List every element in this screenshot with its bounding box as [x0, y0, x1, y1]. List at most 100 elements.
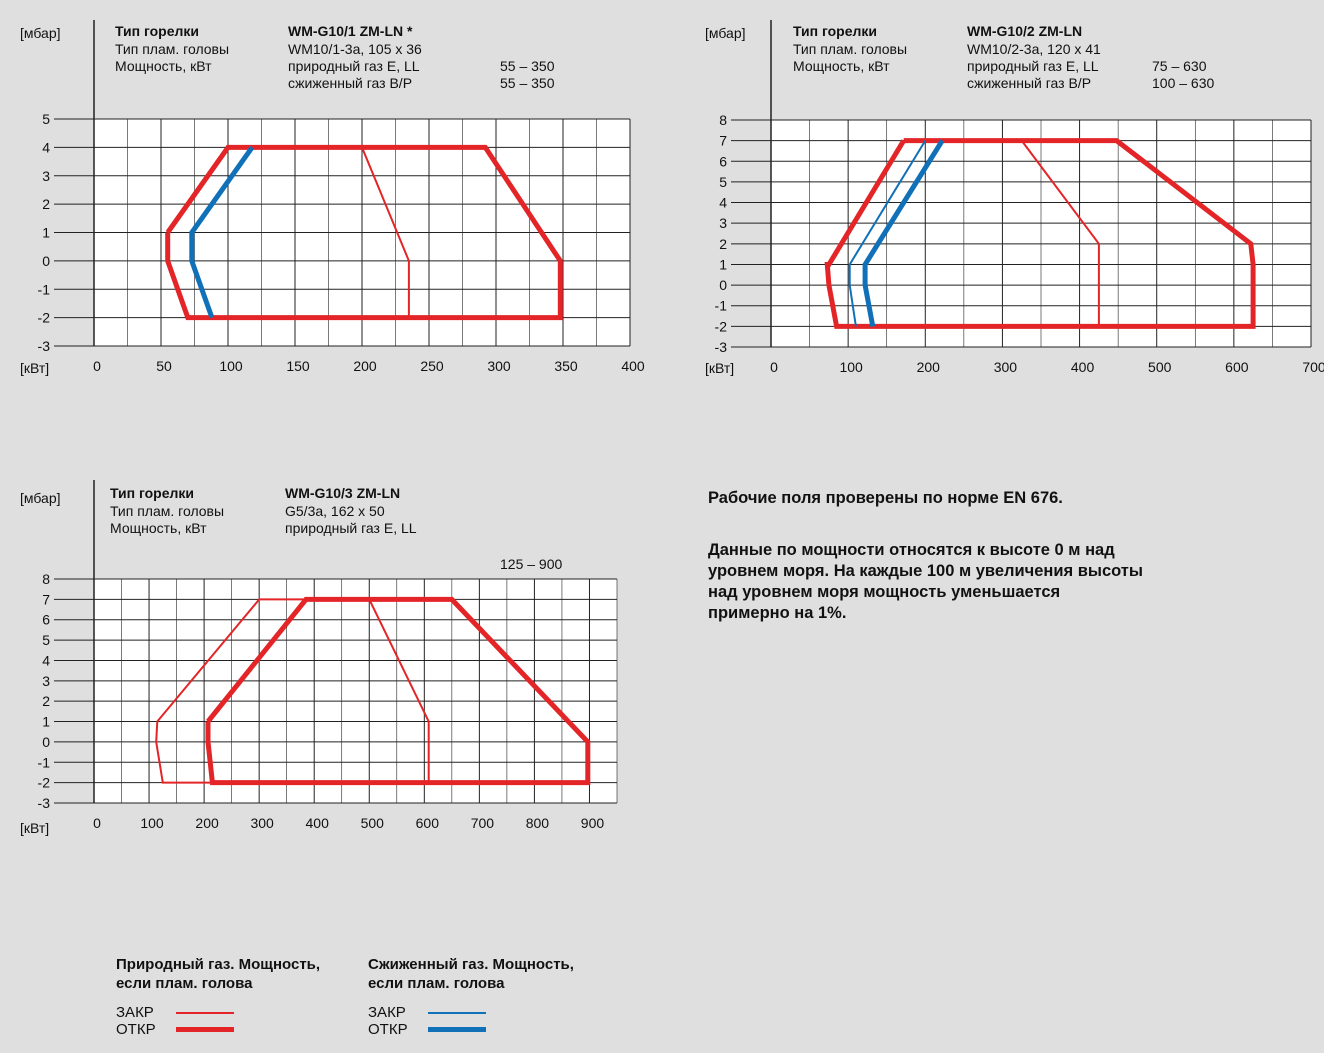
series-natural-closed	[155, 721, 213, 784]
y-tick-label: 8	[42, 571, 50, 587]
x-tick-label: 600	[416, 815, 440, 831]
x-tick-label: 100	[839, 359, 863, 375]
x-tick-label: 300	[250, 815, 274, 831]
x-unit-label: [кВт]	[20, 360, 49, 376]
legend-label-closed: ЗАКР	[368, 1004, 406, 1021]
info-text: Тип горелки	[110, 485, 194, 501]
legend-label-closed: ЗАКР	[116, 1004, 154, 1021]
info-text: Тип горелки	[115, 23, 199, 39]
y-tick-label: 4	[719, 195, 727, 211]
info-text: 55 – 350	[500, 75, 555, 91]
y-tick-label: -1	[38, 281, 51, 297]
info-text: WM10/1-3a, 105 x 36	[288, 41, 422, 57]
x-tick-label: 600	[1225, 359, 1249, 375]
y-tick-label: 7	[42, 591, 50, 607]
x-tick-label: 0	[770, 359, 778, 375]
legend-line-natural-open	[176, 1027, 234, 1032]
x-tick-label: 900	[581, 815, 605, 831]
x-tick-label: 800	[526, 815, 550, 831]
y-tick-label: 3	[42, 673, 50, 689]
y-tick-label: 5	[719, 174, 727, 190]
x-tick-label: 350	[554, 358, 578, 374]
info-text: WM-G10/3 ZM-LN	[285, 485, 400, 501]
info-text: Тип плам. головы	[115, 41, 229, 57]
info-text: 75 – 630	[1152, 58, 1207, 74]
y-tick-label: -2	[715, 318, 728, 334]
x-tick-label: 0	[93, 358, 101, 374]
info-text: сжиженный газ B/P	[967, 75, 1091, 91]
info-text: Мощность, кВт	[793, 58, 890, 74]
x-tick-label: 400	[1071, 359, 1095, 375]
x-unit-label: [кВт]	[20, 820, 49, 836]
x-tick-label: 200	[917, 359, 941, 375]
legend-title: Сжиженный газ. Мощность,	[368, 956, 574, 973]
y-unit-label: [мбар]	[705, 25, 746, 41]
chart-info-block: Тип горелки WM-G10/2 ZM-LN Тип плам. голов…	[793, 23, 1214, 91]
info-text: 55 – 350	[500, 58, 555, 74]
info-text: WM-G10/2 ZM-LN	[967, 23, 1082, 39]
y-tick-label: 6	[719, 153, 727, 169]
y-tick-label: -3	[38, 795, 51, 811]
legend-title: Природный газ. Мощность,	[116, 956, 321, 973]
x-tick-label: 0	[93, 815, 101, 831]
y-tick-label: 5	[42, 632, 50, 648]
series-natural-closed	[361, 147, 410, 318]
info-text: Тип плам. головы	[110, 503, 224, 519]
info-text: сжиженный газ B/P	[288, 75, 412, 91]
info-text: Мощность, кВт	[115, 58, 212, 74]
x-tick-label: 700	[471, 815, 495, 831]
info-text: WM10/2-3a, 120 x 41	[967, 41, 1101, 57]
x-tick-label: 200	[195, 815, 219, 831]
note-line: примерно на 1%.	[708, 604, 847, 622]
info-text: природный газ E, LL	[288, 58, 420, 74]
y-tick-label: 0	[719, 277, 727, 293]
y-tick-label: -2	[38, 310, 51, 326]
y-unit-label: [мбар]	[20, 490, 61, 506]
series-natural-closed	[1020, 140, 1100, 327]
y-tick-label: 1	[42, 225, 50, 241]
y-tick-label: -1	[715, 298, 728, 314]
y-tick-label: 3	[42, 168, 50, 184]
info-text: Тип плам. головы	[793, 41, 907, 57]
legend-liquid-gas: Сжиженный газ. Мощность, если плам. голо…	[368, 955, 574, 1038]
y-tick-label: 2	[42, 693, 50, 709]
x-tick-label: 500	[361, 815, 385, 831]
legend-label-open: ОТКР	[116, 1021, 156, 1038]
y-tick-label: 4	[42, 139, 50, 155]
legend-title: если плам. голова	[116, 975, 253, 992]
x-tick-label: 700	[1302, 359, 1324, 375]
x-tick-label: 50	[156, 358, 172, 374]
info-text: G5/3a, 162 x 50	[285, 503, 385, 519]
y-tick-label: 2	[719, 236, 727, 252]
y-tick-label: 3	[719, 215, 727, 231]
y-tick-label: -3	[715, 339, 728, 355]
note-line: уровнем моря. На каждые 100 м увеличения…	[708, 562, 1143, 580]
series-natural-closed	[156, 598, 430, 783]
y-tick-label: 8	[719, 112, 727, 128]
x-tick-label: 250	[420, 358, 444, 374]
y-tick-label: -2	[38, 775, 51, 791]
y-tick-label: 0	[42, 253, 50, 269]
note-altitude: Данные по мощности относятся к высоте 0 …	[708, 540, 1308, 624]
y-tick-label: 6	[42, 612, 50, 628]
legend-line-liquid-open	[428, 1027, 486, 1032]
series-liquid-closed	[848, 140, 927, 327]
y-tick-label: 2	[42, 196, 50, 212]
legend-line-natural-closed	[176, 1012, 234, 1014]
legend-line-liquid-closed	[428, 1012, 486, 1014]
info-text: Тип горелки	[793, 23, 877, 39]
plot-background	[94, 579, 617, 803]
info-text: Мощность, кВт	[110, 520, 207, 536]
x-tick-label: 150	[286, 358, 310, 374]
x-tick-label: 300	[487, 358, 511, 374]
x-tick-label: 100	[140, 815, 164, 831]
series-natural-open	[165, 144, 563, 321]
note-en676: Рабочие поля проверены по норме EN 676.	[708, 489, 1063, 507]
series-natural-open	[824, 138, 1256, 329]
x-tick-label: 400	[306, 815, 330, 831]
y-tick-label: -1	[38, 754, 51, 770]
legend-title: если плам. голова	[368, 975, 505, 992]
plot-area: 8 7 6 5 4 3 2 1 0 -1 -2 -3 0 100 200 300 400 500 600 700 800…	[38, 480, 618, 831]
